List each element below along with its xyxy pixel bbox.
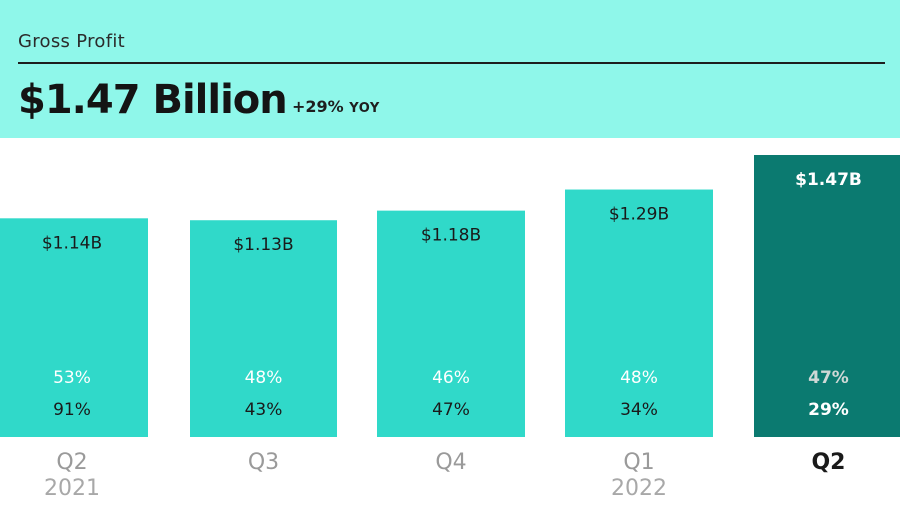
- yoy-growth-label: 29%: [808, 400, 849, 420]
- bar: [377, 210, 525, 437]
- bar-value-label: $1.47B: [795, 170, 862, 190]
- x-tick-quarter: Q3: [248, 450, 279, 475]
- bar-value-label: $1.18B: [421, 226, 481, 246]
- yoy-growth-label: 91%: [53, 400, 91, 420]
- x-tick-year: 2021: [44, 476, 100, 501]
- gross-margin-label: 46%: [432, 368, 470, 388]
- bar: [0, 218, 148, 437]
- x-tick-quarter: Q2: [811, 450, 845, 475]
- x-tick-year: 2022: [611, 476, 667, 501]
- header-divider: [18, 62, 885, 64]
- gross-margin-label: 48%: [245, 368, 283, 388]
- bar-value-label: $1.14B: [42, 233, 102, 253]
- x-tick-quarter: Q2: [56, 450, 87, 475]
- x-tick-quarter: Q1: [623, 450, 654, 475]
- bar: [190, 220, 337, 437]
- bar: [754, 155, 900, 437]
- yoy-growth-label: 43%: [245, 400, 283, 420]
- metric-value: $1.47 Billion: [18, 77, 288, 123]
- bar: [565, 189, 713, 437]
- x-tick-quarter: Q4: [435, 450, 466, 475]
- gross-margin-label: 53%: [53, 368, 91, 388]
- gross-margin-label: 48%: [620, 368, 658, 388]
- gross-margin-label: 47%: [808, 368, 849, 388]
- bar-value-label: $1.13B: [233, 235, 293, 255]
- metric-change: +29% YOY: [292, 97, 380, 116]
- yoy-growth-label: 34%: [620, 400, 658, 420]
- bar-value-label: $1.29B: [609, 205, 669, 225]
- change-suffix: YOY: [349, 101, 380, 116]
- header-panel: Gross Profit $1.47 Billion +29% YOY: [0, 0, 900, 138]
- yoy-growth-label: 47%: [432, 400, 470, 420]
- change-percent: +29%: [292, 97, 344, 116]
- metric-label: Gross Profit: [18, 31, 125, 52]
